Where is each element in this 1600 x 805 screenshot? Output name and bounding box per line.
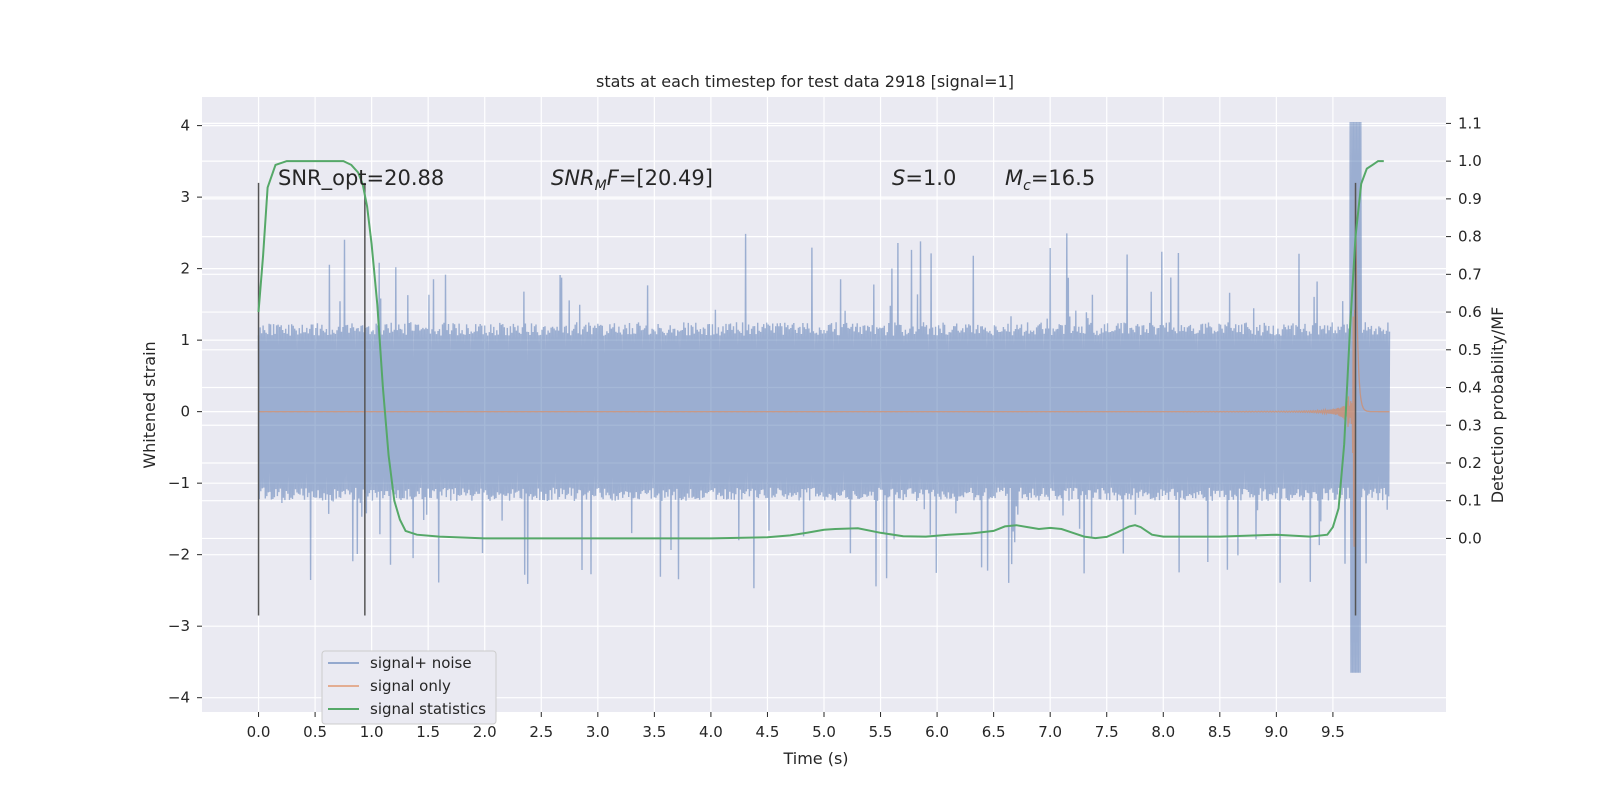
series-signal-statistics bbox=[257, 160, 1384, 540]
y-axis-left-title: Whitened strain bbox=[140, 341, 159, 468]
x-tick-label: 3.5 bbox=[642, 723, 666, 741]
x-tick-label: 1.0 bbox=[360, 723, 384, 741]
y-right-tick-label: 0.4 bbox=[1458, 379, 1482, 397]
x-tick-label: 8.5 bbox=[1208, 723, 1232, 741]
y-left-tick-label: −4 bbox=[168, 689, 190, 707]
y-right-tick-label: 0.6 bbox=[1458, 303, 1482, 321]
y-right-tick-label: 0.1 bbox=[1458, 492, 1482, 510]
x-tick-label: 9.5 bbox=[1321, 723, 1345, 741]
x-tick-label: 5.5 bbox=[869, 723, 893, 741]
y-right-tick-label: 0.3 bbox=[1458, 416, 1482, 434]
x-tick-label: 5.0 bbox=[812, 723, 836, 741]
legend-label-signal: signal only bbox=[370, 677, 451, 695]
y-left-tick-label: −1 bbox=[168, 474, 190, 492]
signal-statistics-line bbox=[257, 160, 1384, 540]
y-right-tick-label: 0.7 bbox=[1458, 265, 1482, 283]
x-tick-label: 4.5 bbox=[756, 723, 780, 741]
y-right-tick-label: 0.0 bbox=[1458, 529, 1482, 547]
y-left-tick-label: 1 bbox=[180, 331, 190, 349]
legend: signal+ noise signal only signal statist… bbox=[321, 650, 497, 725]
x-tick-label: 3.0 bbox=[586, 723, 610, 741]
x-tick-label: 2.0 bbox=[473, 723, 497, 741]
x-tick-label: 6.0 bbox=[925, 723, 949, 741]
y-right-tick-label: 0.5 bbox=[1458, 341, 1482, 359]
series-signal-only bbox=[258, 187, 1390, 547]
signal-only-trace bbox=[258, 187, 1390, 547]
x-tick-label: 9.0 bbox=[1264, 723, 1288, 741]
legend-label-stats: signal statistics bbox=[370, 700, 486, 718]
x-axis-title: Time (s) bbox=[782, 749, 848, 768]
annotation-mc: Mc=16.5 bbox=[1005, 166, 1095, 194]
x-tick-label: 0.5 bbox=[303, 723, 327, 741]
chart-title: stats at each timestep for test data 291… bbox=[596, 72, 1014, 91]
y-left-tick-label: 2 bbox=[180, 260, 190, 278]
x-tick-label: 0.0 bbox=[247, 723, 271, 741]
x-tick-label: 1.5 bbox=[416, 723, 440, 741]
y-left-tick-label: 4 bbox=[180, 117, 190, 135]
y-right-tick-label: 1.1 bbox=[1458, 114, 1482, 132]
axis-ticks: 0.0 0.5 1.0 1.5 2.0 2.5 3.0 3.5 4.0 4.5 5.0 5.5 6.0 6… bbox=[168, 114, 1482, 741]
y-left-tick-label: −3 bbox=[168, 617, 190, 635]
x-tick-label: 7.5 bbox=[1095, 723, 1119, 741]
x-tick-label: 4.0 bbox=[699, 723, 723, 741]
y-left-tick-label: 0 bbox=[180, 403, 190, 421]
y-left-tick-label: −2 bbox=[168, 546, 190, 564]
annotation-s: S=1.0 bbox=[892, 166, 956, 190]
y-left-tick-label: 3 bbox=[180, 188, 190, 206]
legend-label-noise: signal+ noise bbox=[370, 654, 472, 672]
y-axis-right-title: Detection probability/MF bbox=[1488, 307, 1507, 504]
y-right-tick-label: 0.2 bbox=[1458, 454, 1482, 472]
x-tick-label: 2.5 bbox=[529, 723, 553, 741]
y-right-tick-label: 0.9 bbox=[1458, 190, 1482, 208]
x-tick-label: 6.5 bbox=[982, 723, 1006, 741]
y-right-tick-label: 1.0 bbox=[1458, 152, 1482, 170]
series-signal-plus-noise bbox=[257, 121, 1391, 673]
y-right-tick-label: 0.8 bbox=[1458, 228, 1482, 246]
noise-trace bbox=[257, 121, 1391, 673]
x-tick-label: 8.0 bbox=[1151, 723, 1175, 741]
legend-box bbox=[321, 650, 497, 725]
annotation-snr-opt: SNR_opt=20.88 bbox=[278, 166, 444, 191]
marker-lines bbox=[257, 182, 1357, 616]
x-tick-label: 7.0 bbox=[1038, 723, 1062, 741]
annotation-snr-mf: SNRMF=[20.49] bbox=[551, 166, 713, 194]
